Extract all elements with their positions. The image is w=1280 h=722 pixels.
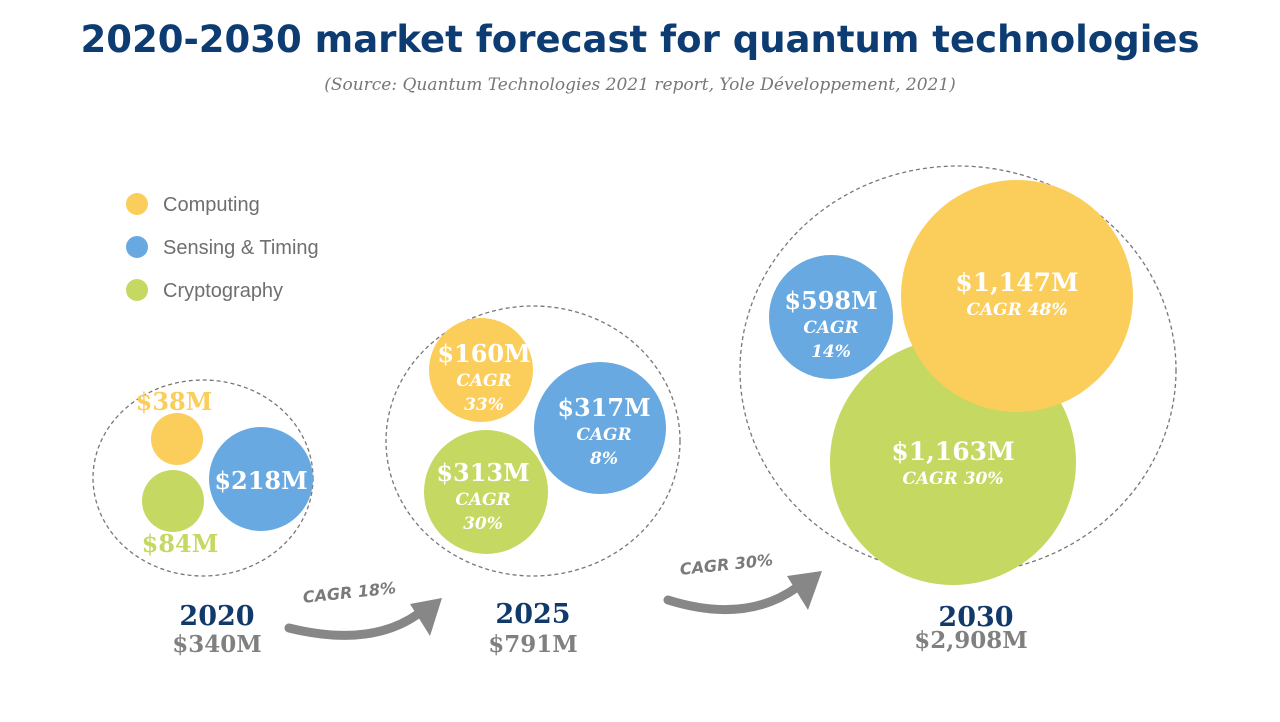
- year-total-2030: $2,908M: [914, 627, 1027, 654]
- bubble-sensing-2030: [769, 255, 893, 379]
- value-label-computing-2030: $1,147M: [955, 268, 1078, 297]
- cagr-value-sensing-2030: 14%: [811, 342, 851, 362]
- year-total-2025: $791M: [488, 631, 577, 658]
- year-label-2030: 2030: [938, 602, 1013, 633]
- legend-label-crypto: Cryptography: [163, 280, 283, 302]
- value-label-computing-2025: $160M: [437, 339, 530, 368]
- year-total-2020: $340M: [172, 631, 261, 658]
- transition-arrow-head: [410, 598, 442, 636]
- cagr-title-computing-2025: CAGR: [456, 371, 511, 391]
- bubble-crypto-2025: [424, 430, 548, 554]
- cagr-value-crypto-2030: CAGR 30%: [902, 469, 1003, 489]
- cagr-value-sensing-2025: 8%: [589, 449, 618, 469]
- cagr-value-computing-2030: CAGR 48%: [966, 300, 1067, 320]
- bubble-groups: $38M $218M $84M $160M CAGR 33% $317M CAGR 8% $313…: [92, 165, 1177, 585]
- chart-title: 2020-2030 market forecast for quantum te…: [80, 18, 1199, 61]
- transition-cagr-label: CAGR 18%: [302, 578, 397, 607]
- bubble-computing-2030: [901, 180, 1133, 412]
- group-2025: $160M CAGR 33% $317M CAGR 8% $313M CAGR 30%: [385, 305, 681, 577]
- group-outline-2025: [385, 305, 681, 577]
- legend-swatch-crypto: [126, 279, 148, 301]
- bubble-computing-2020: [151, 413, 203, 465]
- value-label-sensing-2030: $598M: [784, 286, 877, 315]
- group-2020: $38M $218M $84M: [92, 379, 314, 577]
- bubble-sensing-2025: [534, 362, 666, 494]
- year-label-2025: 2025: [495, 599, 570, 630]
- cagr-value-computing-2025: 33%: [464, 395, 504, 415]
- group-2030: $1,163M CAGR 30% $1,147M CAGR 48% $598M CAGR 1…: [739, 165, 1177, 585]
- year-labels: 2020$340M 2025$791M 2030$2,908M: [172, 599, 1027, 658]
- transition-2025-2030: CAGR 30%: [663, 550, 822, 615]
- cagr-title-crypto-2025: CAGR: [455, 490, 510, 510]
- cagr-value-crypto-2025: 30%: [463, 514, 503, 534]
- group-outline-2020: [92, 379, 314, 577]
- cagr-title-sensing-2030: CAGR: [803, 318, 858, 338]
- transition-cagr-label: CAGR 30%: [679, 550, 774, 579]
- transition-arrow-head: [787, 571, 822, 610]
- value-label-sensing-2025: $317M: [557, 393, 650, 422]
- chart-source: (Source: Quantum Technologies 2021 repor…: [324, 75, 956, 95]
- transition-2020-2025: CAGR 18%: [284, 578, 442, 640]
- bubble-crypto-2020: [142, 470, 204, 532]
- value-label-computing-2020: $38M: [136, 387, 213, 416]
- cagr-title-sensing-2025: CAGR: [576, 425, 631, 445]
- legend-label-sensing: Sensing & Timing: [163, 237, 319, 259]
- bubble-sensing-2020: [209, 427, 313, 531]
- year-label-2020: 2020: [179, 601, 254, 632]
- value-label-crypto-2020: $84M: [142, 529, 219, 558]
- bubble-computing-2025: [429, 318, 533, 422]
- legend: Computing Sensing & Timing Cryptography: [126, 193, 319, 302]
- legend-swatch-sensing: [126, 236, 148, 258]
- value-label-crypto-2025: $313M: [436, 458, 529, 487]
- legend-swatch-computing: [126, 193, 148, 215]
- transition-arrow-shaft: [663, 583, 801, 615]
- value-label-crypto-2030: $1,163M: [891, 437, 1014, 466]
- value-label-sensing-2020: $218M: [214, 466, 307, 495]
- legend-label-computing: Computing: [163, 194, 260, 216]
- transition-arrow-shaft: [284, 609, 423, 640]
